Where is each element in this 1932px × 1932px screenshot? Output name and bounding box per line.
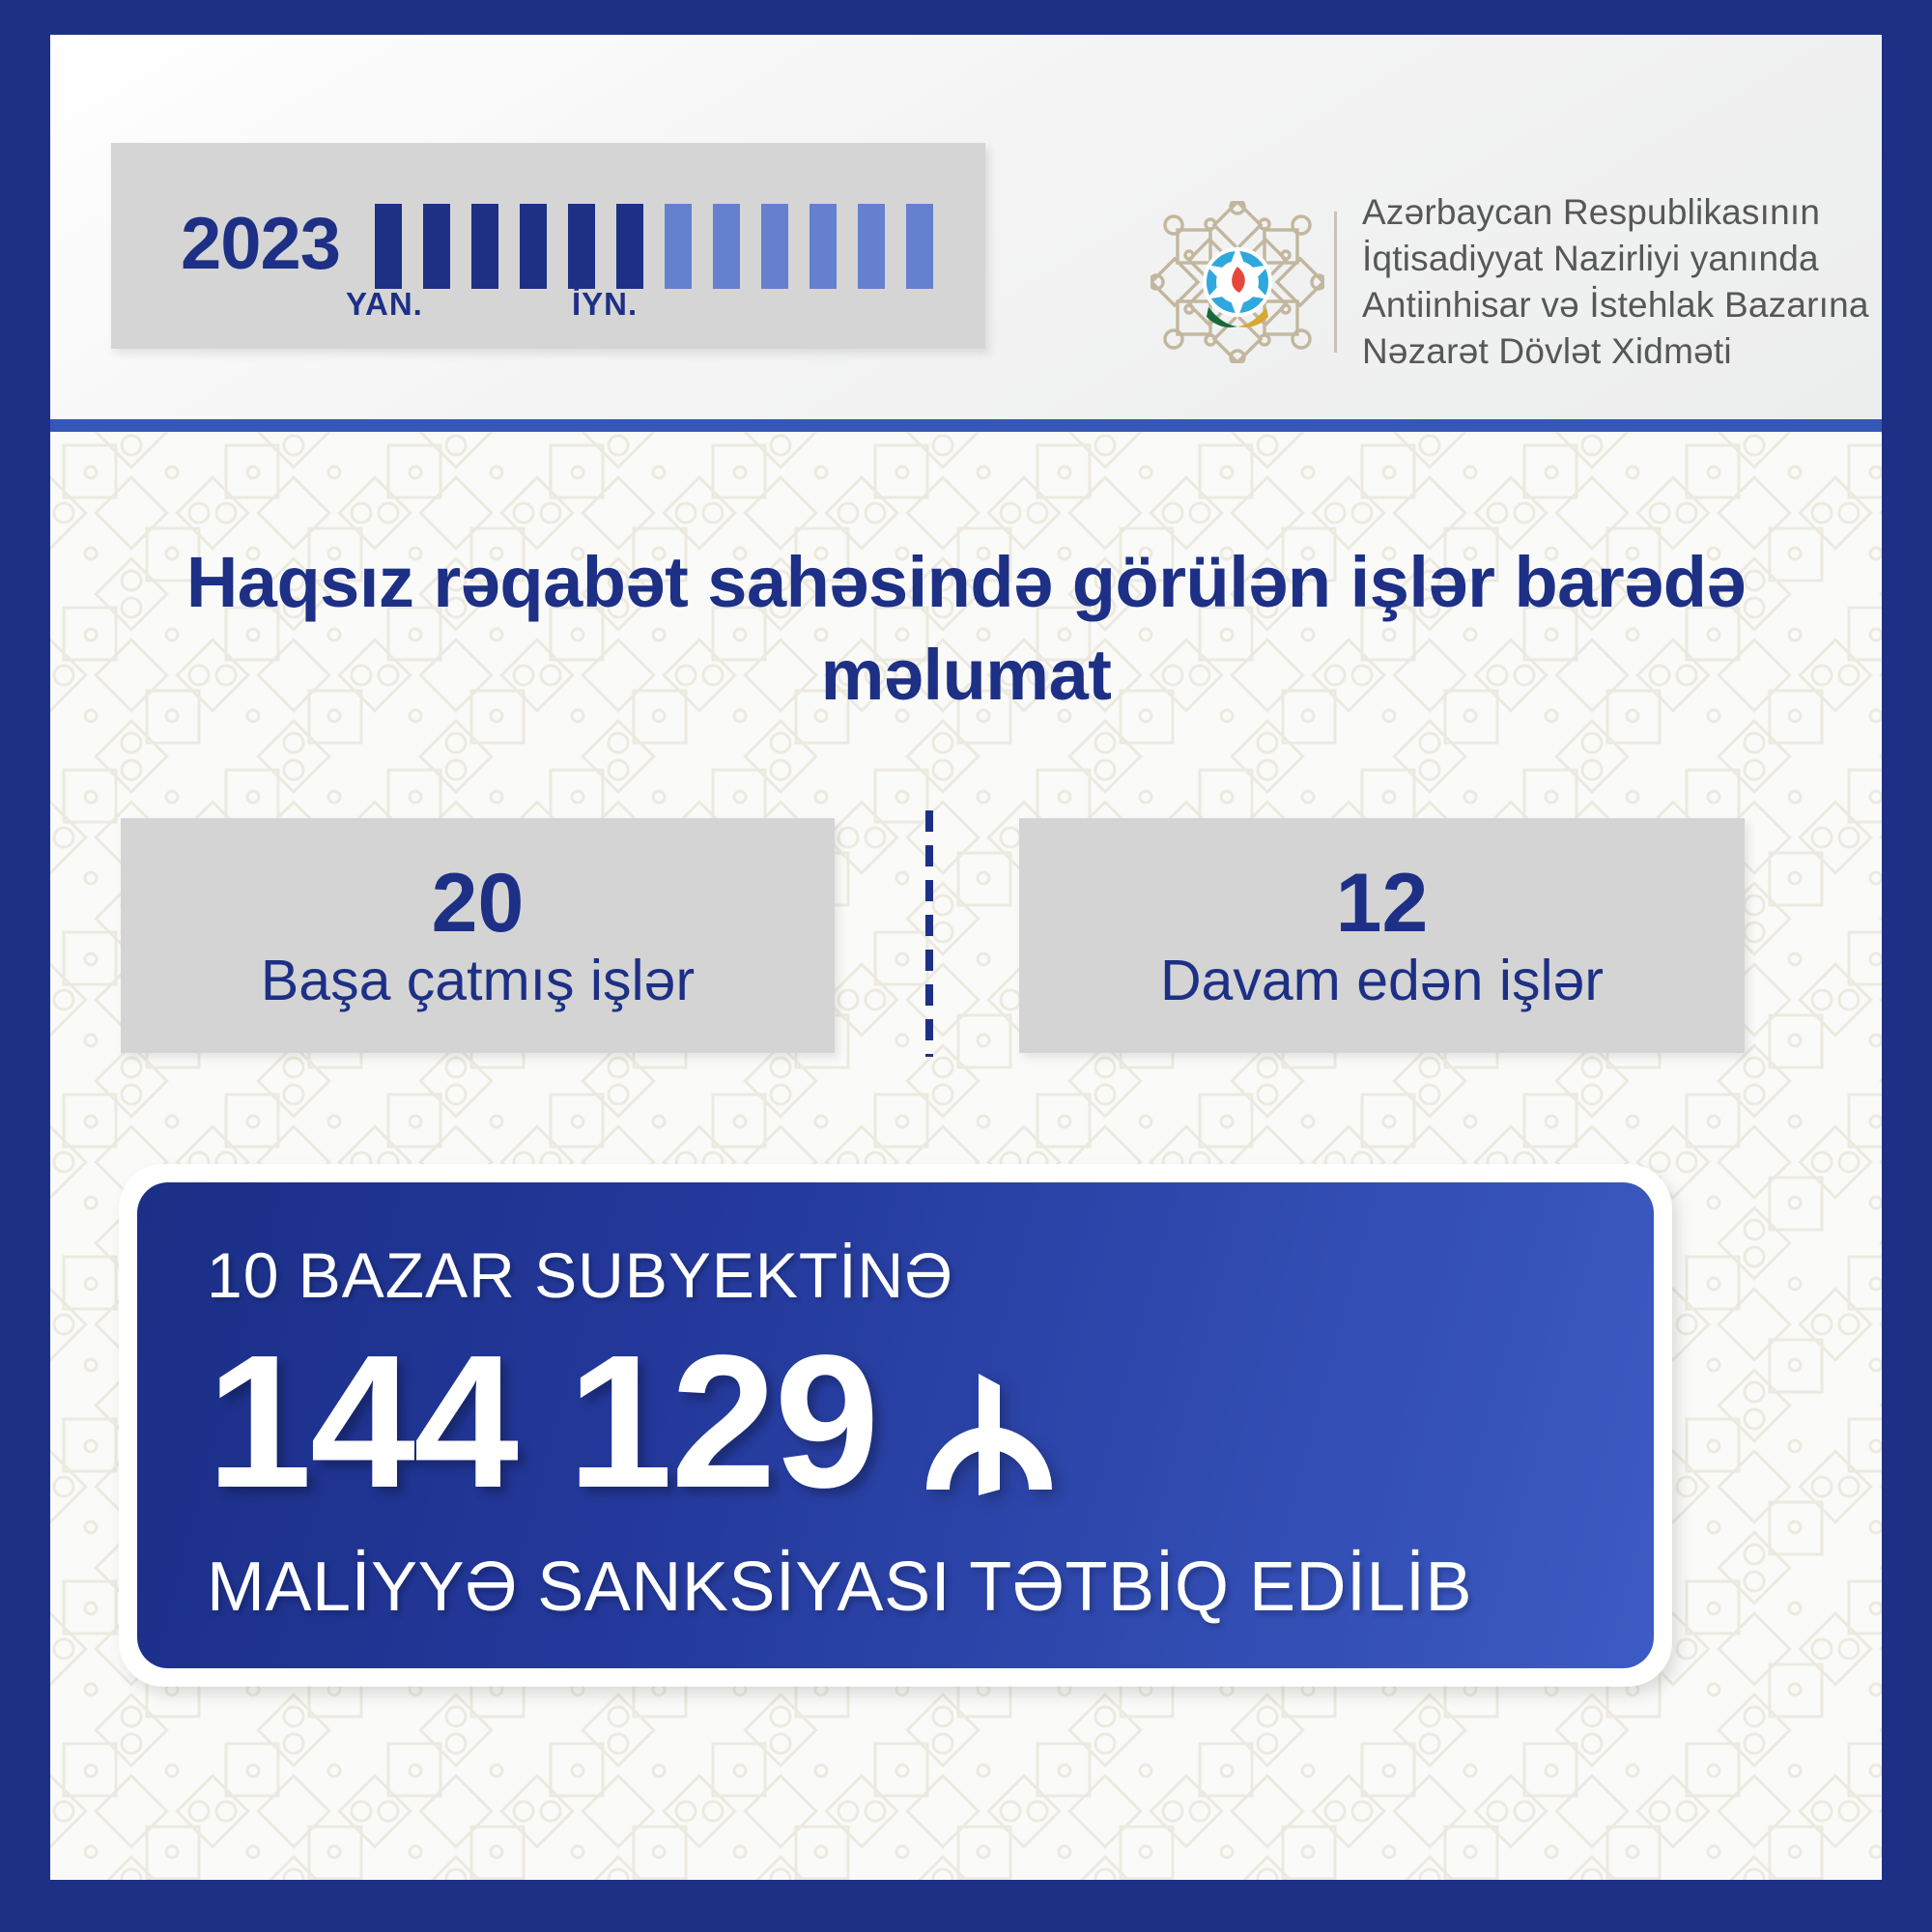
org-divider <box>1334 212 1337 354</box>
stat-label: Başa çatmış işlər <box>260 949 696 1012</box>
card-amount-row: 144 129 <box>207 1327 1062 1517</box>
manat-currency-icon <box>925 1374 1052 1495</box>
body-area: Haqsız rəqabət sahəsində görülən işlər b… <box>50 432 1882 1880</box>
year-label: 2023 <box>181 203 341 285</box>
stat-card-completed: 20 Başa çatmış işlər <box>121 818 835 1053</box>
stats-dashed-divider <box>925 810 933 1057</box>
month-bar-yan <box>375 203 403 289</box>
org-line-3: Antiinhisar və İstehlak Bazarına <box>1362 285 1869 326</box>
organization-block: Azərbaycan Respublikasının İqtisadiyyat … <box>1151 189 1869 375</box>
stats-row: 20 Başa çatmış işlər 12 Davam edən işlər <box>50 810 1882 1069</box>
month-bar-may <box>568 203 596 289</box>
month-bar-i̇yn <box>616 203 644 289</box>
azerbaijan-state-emblem-icon <box>1151 201 1324 364</box>
year-chart-badge: 2023 YAN. İYN. <box>111 143 985 349</box>
page-title: Haqsız rəqabət sahəsində görülən işlər b… <box>185 542 1747 716</box>
month-bar-okt <box>810 203 838 289</box>
header-band: 2023 YAN. İYN. <box>50 35 1882 419</box>
poster-inner-panel: 2023 YAN. İYN. <box>50 35 1882 1880</box>
org-line-4: Nəzarət Dövlət Xidməti <box>1362 331 1732 372</box>
highlight-card-frame: 10 BAZAR SUBYEKTİNƏ 144 129 MALİYYƏ SANK… <box>119 1164 1672 1687</box>
card-caption-text: MALİYYƏ SANKSİYASI TƏTBİQ EDİLİB <box>207 1548 1473 1626</box>
org-line-1: Azərbaycan Respublikasının <box>1362 192 1821 232</box>
stat-value: 12 <box>1335 857 1429 950</box>
month-tick-labels: YAN. İYN. <box>111 286 985 332</box>
stat-card-ongoing: 12 Davam edən işlər <box>1019 818 1745 1053</box>
month-bar-sen <box>761 203 789 289</box>
month-bar-i̇yl <box>665 203 693 289</box>
stat-value: 20 <box>431 857 525 950</box>
month-bar-fev <box>423 203 451 289</box>
header-accent-rule <box>50 419 1882 432</box>
card-amount-value: 144 129 <box>207 1316 879 1527</box>
highlight-card: 10 BAZAR SUBYEKTİNƏ 144 129 MALİYYƏ SANK… <box>137 1182 1654 1668</box>
card-kicker-text: 10 BAZAR SUBYEKTİNƏ <box>207 1239 953 1311</box>
organization-name: Azərbaycan Respublikasının İqtisadiyyat … <box>1362 189 1869 375</box>
month-bar-chart <box>375 203 934 289</box>
month-bar-mar <box>471 203 499 289</box>
month-bar-apr <box>520 203 548 289</box>
month-label-end: İYN. <box>572 286 639 322</box>
month-bar-avq <box>713 203 741 289</box>
org-line-2: İqtisadiyyat Nazirliyi yanında <box>1362 239 1819 279</box>
month-bar-dek <box>906 203 934 289</box>
month-bar-noy <box>858 203 886 289</box>
month-label-start: YAN. <box>346 286 423 322</box>
stat-label: Davam edən işlər <box>1159 949 1605 1012</box>
